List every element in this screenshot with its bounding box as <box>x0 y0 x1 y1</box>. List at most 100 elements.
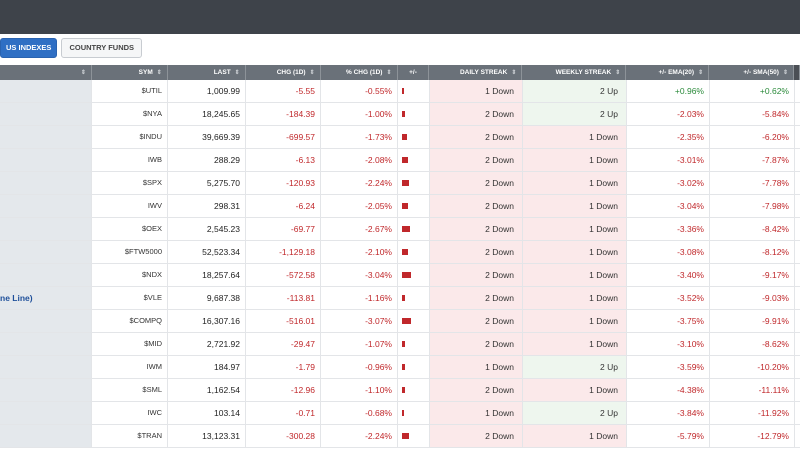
symbol-cell[interactable]: $TRAN <box>92 425 168 447</box>
last-price-cell: 2,721.92 <box>168 333 246 355</box>
row-name-link[interactable] <box>0 356 92 378</box>
table-row[interactable]: $NDX 18,257.64 -572.58 -3.04% 2 Down 1 Down -3… <box>0 264 800 287</box>
row-name-link[interactable] <box>0 218 92 240</box>
row-edge <box>795 333 800 355</box>
symbol-cell[interactable]: $VLE <box>92 287 168 309</box>
ema20-cell: -3.36% <box>627 218 710 240</box>
sort-icon: ⇕ <box>309 70 315 76</box>
daily-streak-cell: 2 Down <box>430 218 523 240</box>
table-row[interactable]: IWV 298.31 -6.24 -2.05% 2 Down 1 Down -3.04% -7… <box>0 195 800 218</box>
change-bar-cell <box>398 103 430 125</box>
last-price-cell: 2,545.23 <box>168 218 246 240</box>
table-row[interactable]: IWB 288.29 -6.13 -2.08% 2 Down 1 Down -3.01% -7… <box>0 149 800 172</box>
change-bar <box>402 433 409 439</box>
table-row[interactable]: $NYA 18,245.65 -184.39 -1.00% 2 Down 2 Up -2.0… <box>0 103 800 126</box>
symbol-cell[interactable]: $NDX <box>92 264 168 286</box>
symbol-cell[interactable]: $MID <box>92 333 168 355</box>
symbol-cell[interactable]: IWV <box>92 195 168 217</box>
column-header-chg[interactable]: CHG (1D) ⇕ <box>246 65 321 80</box>
weekly-streak-cell: 2 Up <box>523 103 627 125</box>
daily-streak-cell: 1 Down <box>430 80 523 102</box>
symbol-cell[interactable]: $COMPQ <box>92 310 168 332</box>
last-price-cell: 298.31 <box>168 195 246 217</box>
pct-change-cell: -1.16% <box>321 287 398 309</box>
ema20-cell: -5.79% <box>627 425 710 447</box>
table-row[interactable]: $MID 2,721.92 -29.47 -1.07% 2 Down 1 Down -3.1… <box>0 333 800 356</box>
symbol-cell[interactable]: $OEX <box>92 218 168 240</box>
change-bar <box>402 203 408 209</box>
ema20-cell: -3.40% <box>627 264 710 286</box>
column-header-sym[interactable]: SYM ⇕ <box>92 65 168 80</box>
ema20-cell: -3.75% <box>627 310 710 332</box>
table-row[interactable]: $TRAN 13,123.31 -300.28 -2.24% 2 Down 1 Down -… <box>0 425 800 448</box>
change-bar <box>402 410 404 416</box>
last-price-cell: 103.14 <box>168 402 246 424</box>
change-cell: -699.57 <box>246 126 321 148</box>
daily-streak-cell: 2 Down <box>430 103 523 125</box>
row-name-link[interactable] <box>0 103 92 125</box>
column-header-weekly-streak[interactable]: WEEKLY STREAK ⇕ <box>522 65 627 80</box>
row-name-link[interactable] <box>0 425 92 447</box>
row-name-link[interactable] <box>0 310 92 332</box>
sort-icon: ⇕ <box>511 70 517 76</box>
symbol-cell[interactable]: $NYA <box>92 103 168 125</box>
row-name-link[interactable] <box>0 264 92 286</box>
symbol-cell[interactable]: IWM <box>92 356 168 378</box>
tab-country-funds[interactable]: COUNTRY FUNDS <box>61 38 143 58</box>
row-name-link[interactable] <box>0 195 92 217</box>
row-name-link[interactable] <box>0 402 92 424</box>
row-name-link[interactable] <box>0 379 92 401</box>
change-bar-cell <box>398 241 430 263</box>
daily-streak-cell: 2 Down <box>430 310 523 332</box>
row-name-link[interactable]: ne Line) <box>0 287 92 309</box>
row-name-link[interactable] <box>0 333 92 355</box>
table-row[interactable]: ne Line) $VLE 9,687.38 -113.81 -1.16% 2 Down 1… <box>0 287 800 310</box>
table-row[interactable]: $INDU 39,669.39 -699.57 -1.73% 2 Down 1 Down -… <box>0 126 800 149</box>
symbol-cell[interactable]: $SPX <box>92 172 168 194</box>
table-row[interactable]: $UTIL 1,009.99 -5.55 -0.55% 1 Down 2 Up +0.96%… <box>0 80 800 103</box>
table-row[interactable]: $SPX 5,275.70 -120.93 -2.24% 2 Down 1 Down -3.… <box>0 172 800 195</box>
symbol-cell[interactable]: $FTW5000 <box>92 241 168 263</box>
column-header-last[interactable]: LAST ⇕ <box>168 65 246 80</box>
symbol-cell[interactable]: $UTIL <box>92 80 168 102</box>
row-name-link[interactable] <box>0 126 92 148</box>
column-header-bar[interactable]: +/- <box>398 65 430 80</box>
change-bar-cell <box>398 149 430 171</box>
symbol-cell[interactable]: $INDU <box>92 126 168 148</box>
table-row[interactable]: $COMPQ 16,307.16 -516.01 -3.07% 2 Down 1 Down… <box>0 310 800 333</box>
row-name-link[interactable] <box>0 172 92 194</box>
column-header-sma50[interactable]: +/- SMA(50) ⇕ <box>709 65 794 80</box>
change-bar <box>402 249 408 255</box>
last-price-cell: 9,687.38 <box>168 287 246 309</box>
weekly-streak-cell: 1 Down <box>523 126 627 148</box>
weekly-streak-cell: 2 Up <box>523 402 627 424</box>
market-table: ⇕ SYM ⇕ LAST ⇕ CHG (1D) ⇕ % CHG (1D) ⇕ +/- D… <box>0 65 800 448</box>
table-row[interactable]: IWM 184.97 -1.79 -0.96% 1 Down 2 Up -3.59% -10.… <box>0 356 800 379</box>
column-header-name[interactable]: ⇕ <box>0 65 92 80</box>
weekly-streak-cell: 1 Down <box>523 172 627 194</box>
symbol-cell[interactable]: $SML <box>92 379 168 401</box>
column-header-pct-chg[interactable]: % CHG (1D) ⇕ <box>321 65 398 80</box>
pct-change-cell: -0.55% <box>321 80 398 102</box>
pct-change-cell: -2.05% <box>321 195 398 217</box>
weekly-streak-cell: 1 Down <box>523 379 627 401</box>
table-row[interactable]: $FTW5000 52,523.34 -1,129.18 -2.10% 2 Down 1 … <box>0 241 800 264</box>
symbol-cell[interactable]: IWC <box>92 402 168 424</box>
row-edge <box>795 149 800 171</box>
tab-us-indexes[interactable]: US INDEXES <box>0 38 58 58</box>
table-row[interactable]: $OEX 2,545.23 -69.77 -2.67% 2 Down 1 Down -3.3… <box>0 218 800 241</box>
column-header-label: +/- <box>409 69 417 76</box>
change-bar <box>402 88 404 94</box>
ema20-cell: -3.10% <box>627 333 710 355</box>
row-name-link[interactable] <box>0 241 92 263</box>
row-edge <box>795 241 800 263</box>
row-name-link[interactable] <box>0 80 92 102</box>
row-name-link[interactable] <box>0 149 92 171</box>
table-row[interactable]: IWC 103.14 -0.71 -0.68% 1 Down 2 Up -3.84% -11.… <box>0 402 800 425</box>
sma50-cell: -5.84% <box>710 103 795 125</box>
column-header-daily-streak[interactable]: DAILY STREAK ⇕ <box>429 65 523 80</box>
column-header-ema20[interactable]: +/- EMA(20) ⇕ <box>626 65 710 80</box>
weekly-streak-cell: 1 Down <box>523 241 627 263</box>
symbol-cell[interactable]: IWB <box>92 149 168 171</box>
table-row[interactable]: $SML 1,162.54 -12.96 -1.10% 2 Down 1 Down -4.3… <box>0 379 800 402</box>
